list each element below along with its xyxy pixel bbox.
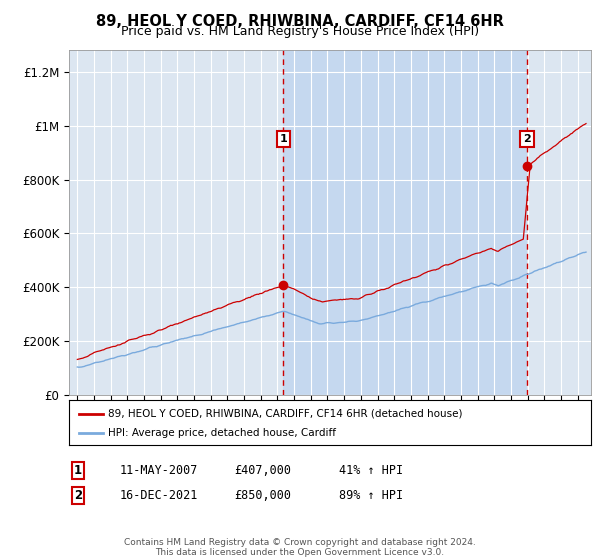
Text: 1: 1 xyxy=(74,464,82,477)
Text: 11-MAY-2007: 11-MAY-2007 xyxy=(120,464,199,477)
Text: 41% ↑ HPI: 41% ↑ HPI xyxy=(339,464,403,477)
Text: Price paid vs. HM Land Registry's House Price Index (HPI): Price paid vs. HM Land Registry's House … xyxy=(121,25,479,38)
Text: £407,000: £407,000 xyxy=(234,464,291,477)
Text: 2: 2 xyxy=(523,134,531,144)
Text: 2: 2 xyxy=(74,489,82,502)
Text: 16-DEC-2021: 16-DEC-2021 xyxy=(120,489,199,502)
Text: 1: 1 xyxy=(280,134,287,144)
Text: 89, HEOL Y COED, RHIWBINA, CARDIFF, CF14 6HR (detached house): 89, HEOL Y COED, RHIWBINA, CARDIFF, CF14… xyxy=(108,409,463,419)
Text: Contains HM Land Registry data © Crown copyright and database right 2024.
This d: Contains HM Land Registry data © Crown c… xyxy=(124,538,476,557)
Bar xyxy=(283,50,527,395)
Text: 89, HEOL Y COED, RHIWBINA, CARDIFF, CF14 6HR: 89, HEOL Y COED, RHIWBINA, CARDIFF, CF14… xyxy=(96,14,504,29)
Text: 89% ↑ HPI: 89% ↑ HPI xyxy=(339,489,403,502)
Text: HPI: Average price, detached house, Cardiff: HPI: Average price, detached house, Card… xyxy=(108,428,336,438)
Text: £850,000: £850,000 xyxy=(234,489,291,502)
